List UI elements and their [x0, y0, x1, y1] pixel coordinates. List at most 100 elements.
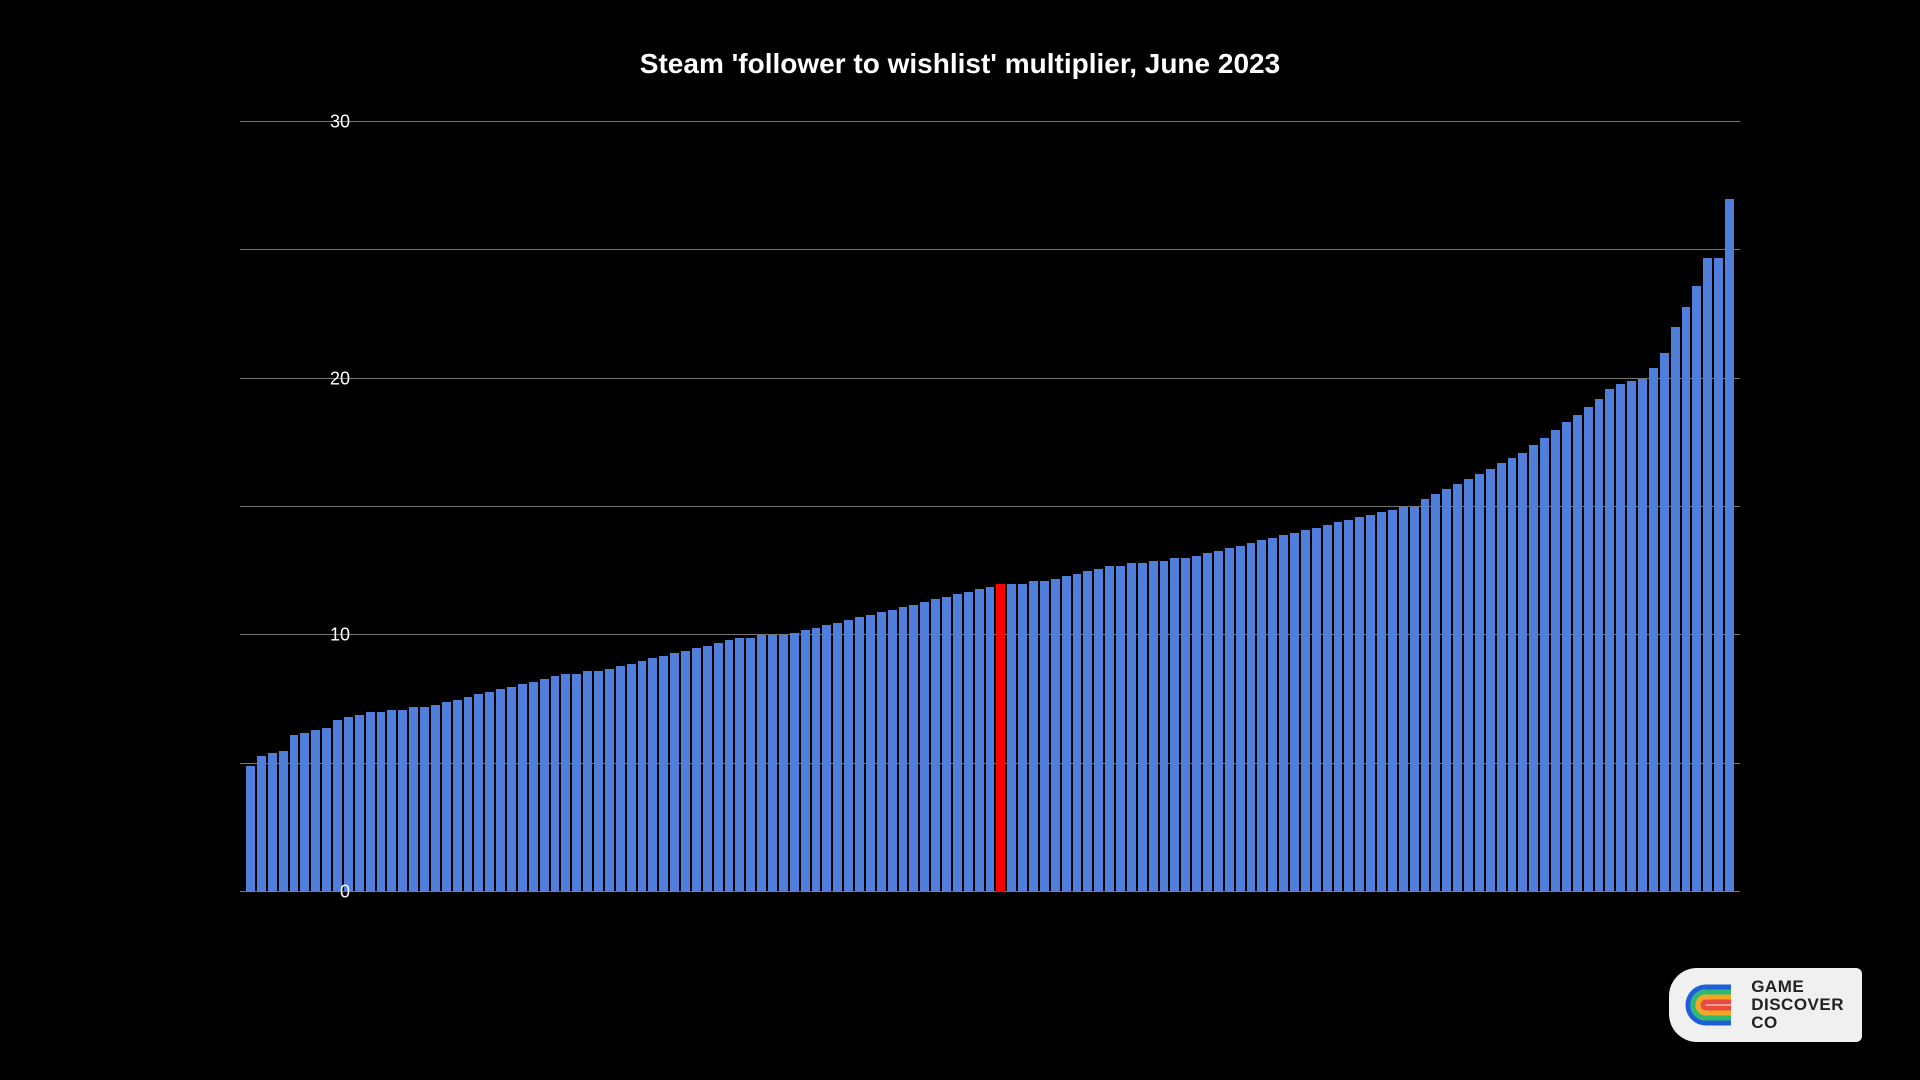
bar: [1638, 379, 1647, 892]
bar: [311, 730, 320, 892]
bar: [1692, 286, 1701, 892]
bar: [1138, 563, 1147, 892]
bar: [257, 756, 266, 892]
bar: [1616, 384, 1625, 892]
bar: [996, 584, 1005, 892]
bar: [496, 689, 505, 892]
bar: [1388, 510, 1397, 892]
bar: [409, 707, 418, 892]
bar: [1029, 581, 1038, 892]
logo-line-3: CO: [1751, 1014, 1844, 1032]
bar: [1529, 445, 1538, 892]
bar: [583, 671, 592, 892]
bar: [1725, 199, 1734, 892]
bar: [1018, 584, 1027, 892]
bar: [1475, 474, 1484, 892]
bar: [1007, 584, 1016, 892]
bar: [1257, 540, 1266, 892]
bar: [725, 640, 734, 892]
bar: [1605, 389, 1614, 892]
bar: [681, 651, 690, 892]
bar: [1290, 533, 1299, 892]
bar: [757, 635, 766, 892]
bar: [322, 728, 331, 892]
bar: [279, 751, 288, 892]
bar: [953, 594, 962, 892]
bar: [746, 638, 755, 892]
bar: [431, 705, 440, 892]
bar: [1334, 522, 1343, 892]
bar: [344, 717, 353, 892]
bar: [507, 687, 516, 892]
bar: [1312, 528, 1321, 892]
bar: [1279, 535, 1288, 892]
bar: [1214, 551, 1223, 892]
bar: [1431, 494, 1440, 892]
bar: [1508, 458, 1517, 892]
y-tick-label: 0: [290, 882, 350, 903]
bar: [844, 620, 853, 892]
bar: [529, 682, 538, 892]
bar: [474, 694, 483, 892]
bar: [1181, 558, 1190, 892]
chart-container: Steam 'follower to wishlist' multiplier,…: [60, 0, 1860, 1000]
logo-icon: [1681, 980, 1737, 1030]
bar: [1192, 556, 1201, 892]
bar: [1540, 438, 1549, 892]
bar: [1442, 489, 1451, 892]
bar: [1073, 574, 1082, 892]
bar: [1453, 484, 1462, 892]
bar: [1247, 543, 1256, 892]
bar: [1127, 563, 1136, 892]
bar: [377, 712, 386, 892]
bar: [485, 692, 494, 892]
logo-line-1: GAME: [1751, 978, 1844, 996]
bar: [1301, 530, 1310, 892]
bar: [1377, 512, 1386, 892]
bar: [1051, 579, 1060, 892]
bar: [1236, 546, 1245, 893]
bar: [1083, 571, 1092, 892]
bar: [1170, 558, 1179, 892]
bar: [812, 628, 821, 892]
y-tick-label: 10: [290, 625, 350, 646]
bar: [1671, 327, 1680, 892]
bar: [920, 602, 929, 892]
bar: [1105, 566, 1114, 892]
bar: [899, 607, 908, 892]
bar: [1203, 553, 1212, 892]
bar: [387, 710, 396, 892]
bar: [1486, 469, 1495, 893]
bar: [1660, 353, 1669, 892]
bar: [1268, 538, 1277, 892]
bar: [616, 666, 625, 892]
brand-logo: GAME DISCOVER CO: [1669, 968, 1862, 1042]
bar: [605, 669, 614, 892]
bar: [735, 638, 744, 892]
bar: [986, 587, 995, 892]
bar: [648, 658, 657, 892]
bar: [1421, 499, 1430, 892]
bar: [464, 697, 473, 892]
bar: [1062, 576, 1071, 892]
bar: [1714, 258, 1723, 892]
bar: [855, 617, 864, 892]
bar: [1518, 453, 1527, 892]
plot-area: [240, 122, 1740, 892]
chart-title: Steam 'follower to wishlist' multiplier,…: [60, 48, 1860, 80]
bar: [300, 733, 309, 892]
bar: [572, 674, 581, 892]
bar: [909, 605, 918, 892]
bar: [866, 615, 875, 892]
bar: [1399, 507, 1408, 892]
bar: [1410, 507, 1419, 892]
bar: [268, 753, 277, 892]
bar: [442, 702, 451, 892]
bar: [1497, 463, 1506, 892]
bar: [670, 653, 679, 892]
bar: [366, 712, 375, 892]
bar: [975, 589, 984, 892]
bar: [627, 664, 636, 892]
bar: [1682, 307, 1691, 892]
y-tick-label: 30: [290, 112, 350, 133]
